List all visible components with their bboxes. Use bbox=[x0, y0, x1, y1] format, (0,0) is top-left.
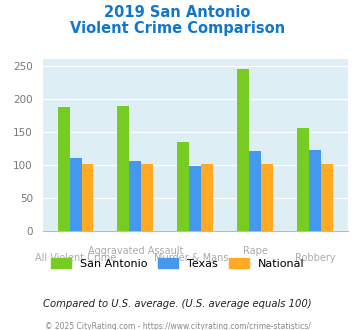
Text: Robbery: Robbery bbox=[295, 253, 335, 263]
Bar bbox=[297, 128, 309, 231]
Text: Murder & Mans...: Murder & Mans... bbox=[153, 253, 237, 263]
Bar bbox=[177, 142, 189, 231]
Bar bbox=[201, 164, 213, 231]
Bar bbox=[58, 107, 70, 231]
Bar bbox=[309, 150, 321, 231]
Text: Compared to U.S. average. (U.S. average equals 100): Compared to U.S. average. (U.S. average … bbox=[43, 299, 312, 309]
Bar bbox=[237, 69, 249, 231]
Legend: San Antonio, Texas, National: San Antonio, Texas, National bbox=[46, 254, 309, 273]
Bar bbox=[82, 164, 93, 231]
Text: 2019 San Antonio: 2019 San Antonio bbox=[104, 5, 251, 20]
Text: Rape: Rape bbox=[243, 246, 268, 255]
Bar bbox=[249, 151, 261, 231]
Bar bbox=[261, 164, 273, 231]
Bar bbox=[70, 158, 82, 231]
Text: All Violent Crime: All Violent Crime bbox=[35, 253, 116, 263]
Bar bbox=[321, 164, 333, 231]
Bar bbox=[118, 106, 130, 231]
Bar bbox=[141, 164, 153, 231]
Bar bbox=[130, 161, 141, 231]
Bar bbox=[189, 166, 201, 231]
Text: Aggravated Assault: Aggravated Assault bbox=[88, 246, 183, 255]
Text: © 2025 CityRating.com - https://www.cityrating.com/crime-statistics/: © 2025 CityRating.com - https://www.city… bbox=[45, 322, 310, 330]
Text: Violent Crime Comparison: Violent Crime Comparison bbox=[70, 21, 285, 36]
